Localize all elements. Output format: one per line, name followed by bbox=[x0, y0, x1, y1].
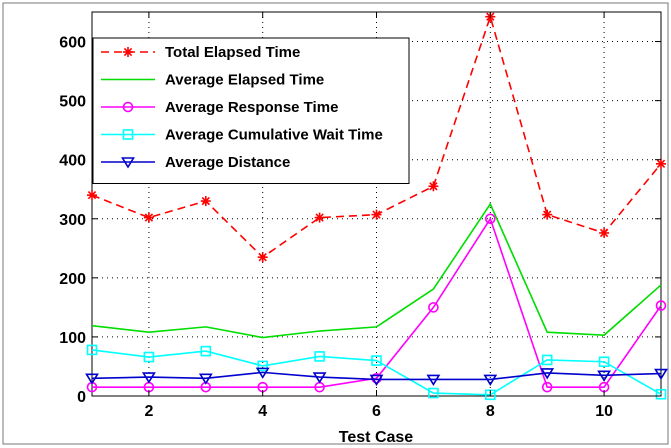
legend-label: Average Distance bbox=[165, 154, 290, 171]
data-point bbox=[428, 302, 439, 313]
data-point bbox=[598, 356, 610, 368]
data-point bbox=[484, 213, 496, 225]
legend-label: Average Response Time bbox=[165, 99, 338, 116]
y-tick-label: 200 bbox=[59, 271, 86, 288]
series-line bbox=[91, 202, 662, 339]
legend-label: Average Cumulative Wait Time bbox=[165, 127, 383, 144]
legend-label: Total Elapsed Time bbox=[165, 44, 300, 61]
data-point bbox=[369, 374, 384, 386]
data-point bbox=[428, 181, 439, 192]
y-tick-label: 300 bbox=[59, 212, 86, 229]
x-tick-label: 2 bbox=[144, 403, 153, 420]
y-tick-label: 500 bbox=[59, 94, 86, 111]
data-point bbox=[257, 360, 269, 372]
data-point bbox=[599, 227, 610, 238]
data-point bbox=[426, 374, 441, 386]
legend-label: Average Elapsed Time bbox=[165, 72, 324, 89]
data-point bbox=[371, 355, 382, 366]
data-point bbox=[541, 354, 553, 366]
data-point bbox=[200, 196, 211, 207]
data-point bbox=[86, 344, 98, 356]
data-point bbox=[85, 373, 99, 385]
data-point bbox=[255, 367, 270, 379]
data-point bbox=[122, 129, 134, 140]
series-line bbox=[91, 371, 662, 381]
y-tick-label: 100 bbox=[59, 330, 86, 347]
data-point bbox=[541, 381, 553, 393]
data-point bbox=[257, 252, 268, 263]
data-point bbox=[87, 190, 97, 201]
data-point bbox=[312, 372, 327, 384]
legend: Total Elapsed Time Average Elapsed Time Av… bbox=[92, 37, 410, 184]
series-line bbox=[91, 349, 662, 396]
data-point bbox=[200, 345, 212, 357]
data-point bbox=[655, 388, 667, 400]
y-tick-label: 0 bbox=[77, 389, 86, 406]
data-point bbox=[123, 47, 133, 57]
data-point bbox=[655, 300, 667, 311]
data-point bbox=[121, 157, 135, 169]
x-tick-label: 10 bbox=[595, 403, 613, 420]
x-tick-label: 8 bbox=[486, 403, 495, 420]
data-point bbox=[483, 374, 498, 386]
data-point bbox=[371, 209, 382, 220]
data-point bbox=[654, 368, 668, 381]
x-tick-label: 6 bbox=[372, 403, 381, 420]
series-group bbox=[85, 11, 668, 401]
data-point bbox=[542, 209, 553, 220]
data-point bbox=[141, 372, 156, 384]
data-point bbox=[540, 368, 555, 380]
legend-box bbox=[92, 37, 410, 184]
data-point bbox=[143, 212, 154, 223]
series-line bbox=[92, 216, 662, 388]
data-point bbox=[314, 351, 325, 362]
y-tick-label: 600 bbox=[59, 35, 86, 52]
data-point bbox=[314, 212, 325, 223]
y-tick-label: 400 bbox=[59, 153, 86, 170]
data-point bbox=[597, 370, 612, 382]
data-point bbox=[428, 387, 439, 399]
data-point bbox=[122, 101, 134, 113]
data-point bbox=[656, 158, 666, 169]
x-axis-title: Test Case bbox=[339, 429, 414, 446]
x-tick-label: 4 bbox=[258, 403, 267, 420]
data-point bbox=[143, 351, 155, 363]
data-point bbox=[198, 373, 213, 385]
